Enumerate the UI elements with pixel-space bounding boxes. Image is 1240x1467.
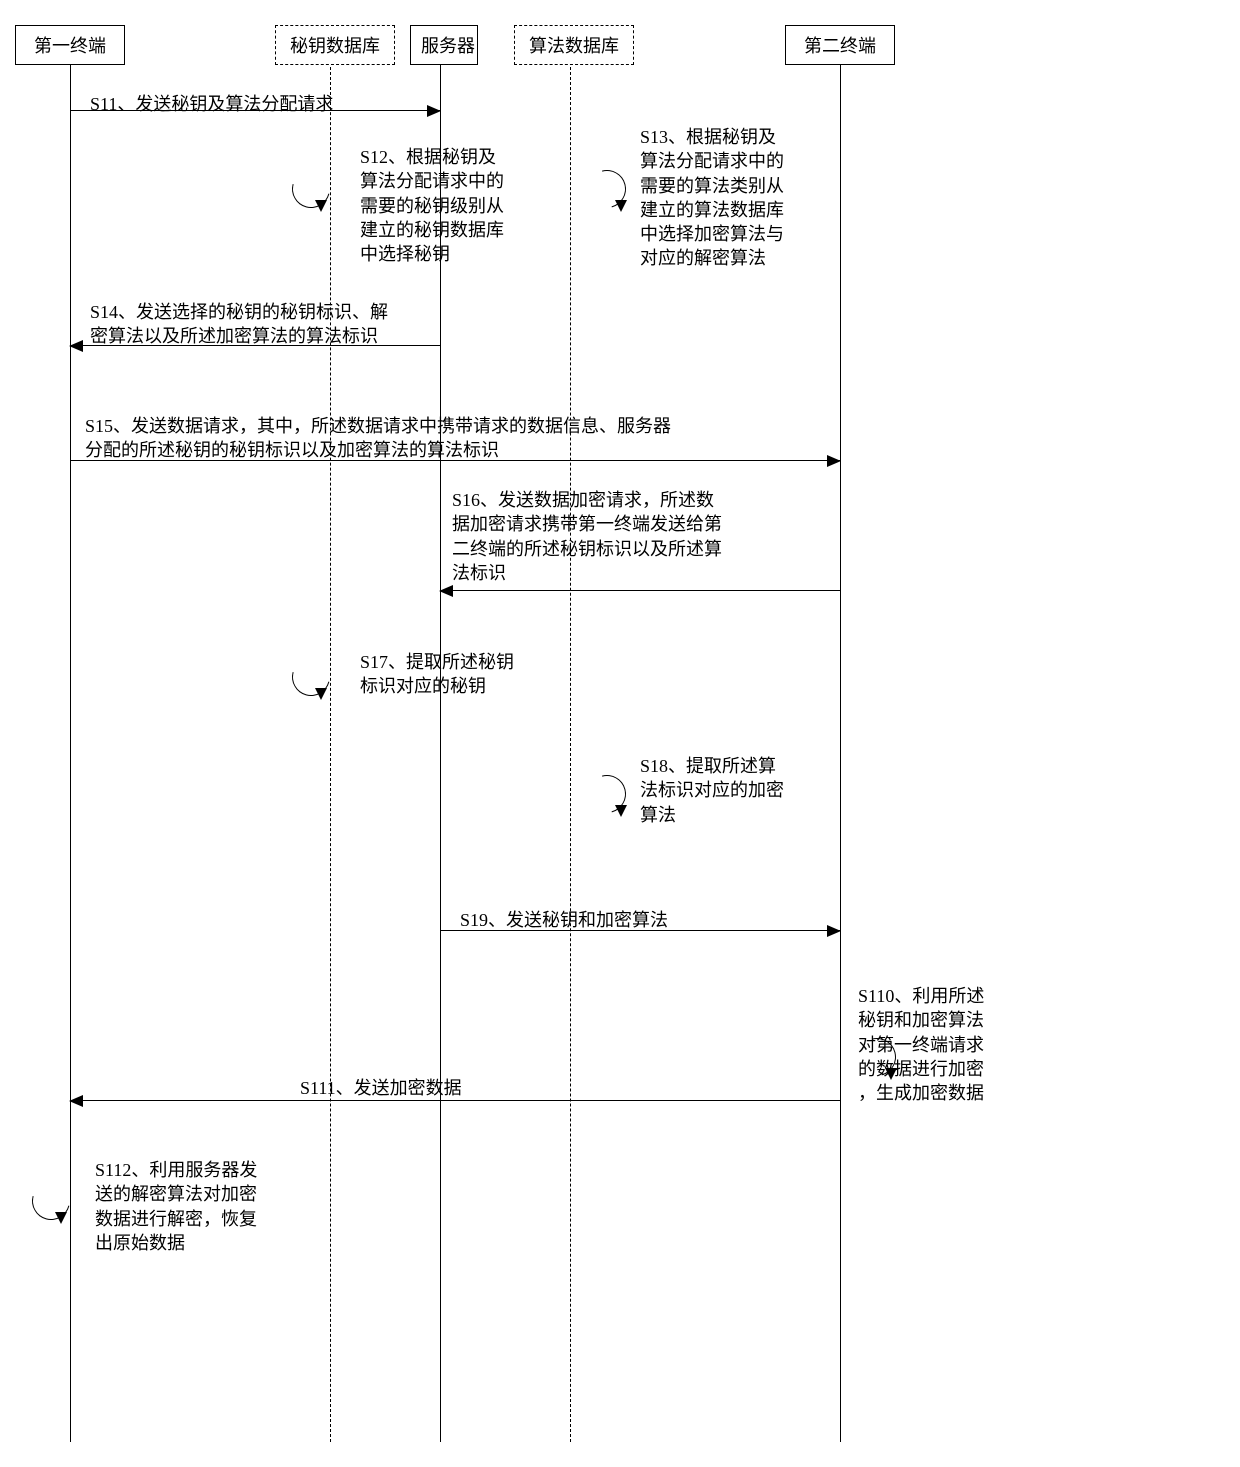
msg-s12-label: S12、根据秘钥及 算法分配请求中的 需要的秘钥级别从 建立的秘钥数据库 中选择… <box>360 145 540 266</box>
lifeline-p2 <box>840 62 841 1442</box>
msg-s17-label: S17、提取所述秘钥 标识对应的秘钥 <box>360 650 560 699</box>
participant-keydb: 秘钥数据库 <box>275 25 395 65</box>
msg-s18-loop-arrow <box>615 805 627 817</box>
lifeline-server <box>440 62 441 1442</box>
participant-algodb: 算法数据库 <box>514 25 634 65</box>
msg-s15-arrow <box>827 455 841 467</box>
msg-s16-line <box>440 590 840 591</box>
msg-s13-loop-arrow <box>615 200 627 212</box>
msg-s16-label: S16、发送数据加密请求，所述数 据加密请求携带第一终端发送给第 二终端的所述秘… <box>452 488 772 585</box>
msg-s17-loop-arrow <box>315 688 327 700</box>
participant-server: 服务器 <box>410 25 478 65</box>
sequence-diagram: 第一终端 秘钥数据库服务器算法数据库 第二终端 S11、发送秘钥及算法分配请求 S12、… <box>10 10 1210 1450</box>
msg-s19-label: S19、发送秘钥和加密算法 <box>460 908 720 932</box>
msg-s111-label: S111、发送加密数据 <box>300 1076 520 1100</box>
msg-s13-label: S13、根据秘钥及 算法分配请求中的 需要的算法类别从 建立的算法数据库 中选择… <box>640 125 830 271</box>
msg-s16-arrow <box>439 585 453 597</box>
msg-s111-arrow <box>69 1095 83 1107</box>
participant-p2: 第二终端 <box>785 25 895 65</box>
msg-s110-loop-arrow <box>885 1068 897 1080</box>
lifeline-p1 <box>70 62 71 1442</box>
msg-s14-label: S14、发送选择的秘钥的秘钥标识、解 密算法以及所述加密算法的算法标识 <box>90 300 430 349</box>
msg-s19-arrow <box>827 925 841 937</box>
msg-s110-label: S110、利用所述 秘钥和加密算法 对第一终端请求 的数据进行加密 ，生成加密数… <box>858 984 1028 1105</box>
msg-s112-label: S112、利用服务器发 送的解密算法对加密 数据进行解密，恢复 出原始数据 <box>95 1158 305 1255</box>
msg-s14-arrow <box>69 340 83 352</box>
lifeline-algodb <box>570 62 571 1442</box>
msg-s11-label: S11、发送秘钥及算法分配请求 <box>90 92 430 116</box>
msg-s112-loop-arrow <box>55 1212 67 1224</box>
lifeline-keydb <box>330 62 331 1442</box>
participant-p1: 第一终端 <box>15 25 125 65</box>
msg-s18-label: S18、提取所述算 法标识对应的加密 算法 <box>640 754 820 827</box>
msg-s12-loop-arrow <box>315 200 327 212</box>
msg-s15-label: S15、发送数据请求，其中，所述数据请求中携带请求的数据信息、服务器 分配的所述… <box>85 414 825 463</box>
